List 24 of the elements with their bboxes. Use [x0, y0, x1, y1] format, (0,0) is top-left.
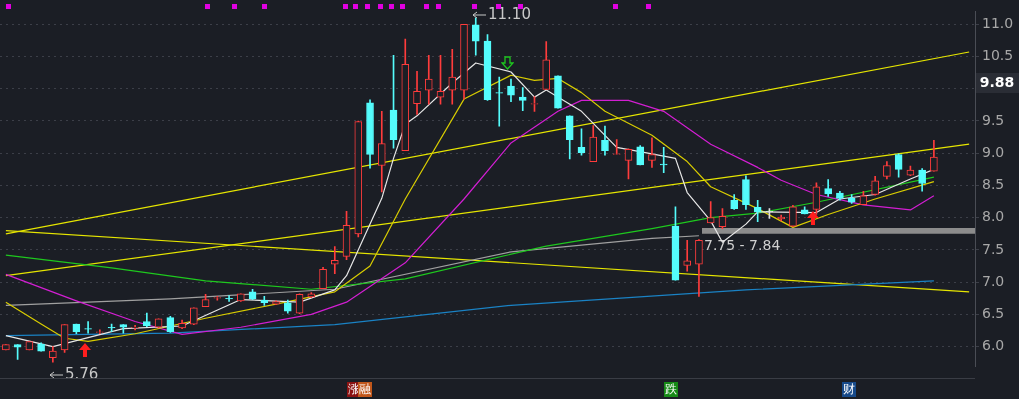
y-tick-label: 8.0: [982, 208, 1005, 225]
candlestick: [424, 54, 433, 105]
y-tick-label: 10.5: [982, 47, 1014, 64]
y-tick-label: 7.0: [982, 272, 1005, 289]
y-tick-label: 7.5: [982, 240, 1005, 257]
candlestick: [683, 239, 692, 272]
candlestick: [225, 295, 233, 302]
y-tick-label: 8.5: [982, 176, 1005, 193]
candlestick: [448, 49, 457, 105]
candlestick: [518, 87, 527, 112]
band-label: 7.75 - 7.84: [704, 237, 781, 254]
annotation: 11.10: [488, 4, 531, 23]
y-tick-label: 6.5: [982, 305, 1005, 322]
text: 财: [842, 382, 856, 397]
y-tick-label: 6.0: [982, 337, 1005, 354]
y-tick-label: 9.5: [982, 111, 1005, 128]
y-tick-label: 9.0: [982, 143, 1005, 160]
text: 融: [358, 382, 372, 397]
text: 9.88: [979, 73, 1015, 90]
candlestick: [659, 147, 668, 173]
y-tick-label: 11.0: [982, 14, 1014, 31]
candlestick: [648, 137, 656, 168]
candlestick: [753, 199, 762, 222]
text: 跌: [664, 382, 678, 397]
